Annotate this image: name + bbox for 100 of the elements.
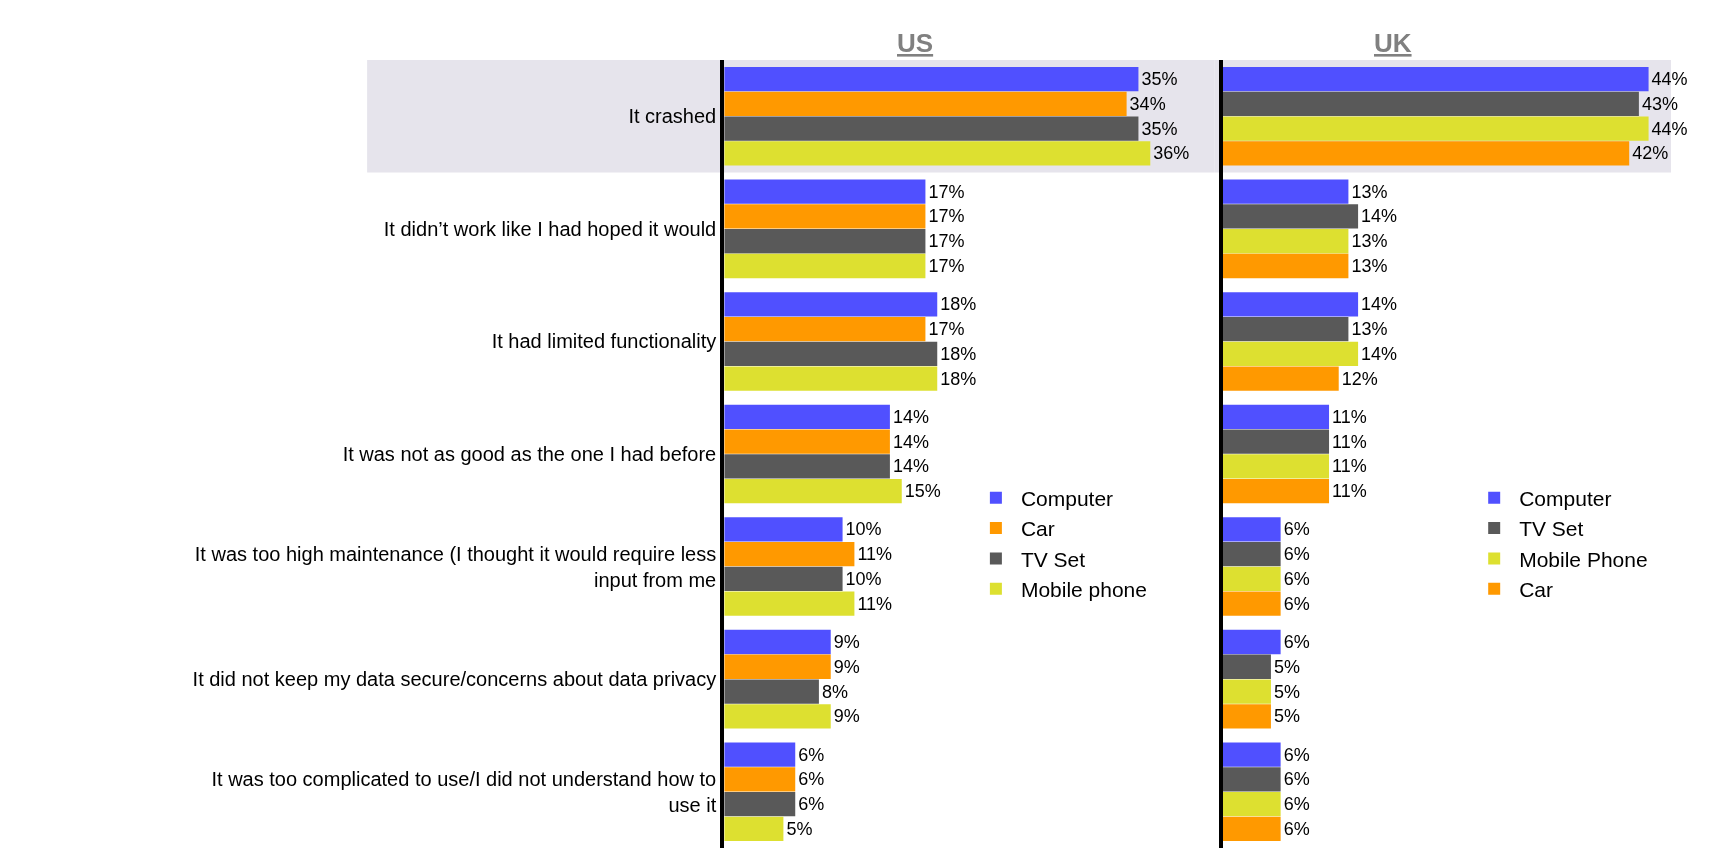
data-label: 9% xyxy=(833,656,860,677)
bar xyxy=(1222,479,1330,504)
bar xyxy=(724,141,1151,166)
bar xyxy=(724,791,796,817)
bar xyxy=(1222,629,1281,655)
bar xyxy=(724,816,784,841)
data-label: 9% xyxy=(833,631,860,652)
bar xyxy=(724,316,926,342)
y-tick-label: It did not keep my data secure/concerns about data privacy xyxy=(192,668,717,691)
legend-label: Car xyxy=(1020,517,1055,541)
bar xyxy=(1222,316,1349,342)
bar xyxy=(1222,742,1281,767)
bar xyxy=(1222,179,1349,204)
bar xyxy=(1222,654,1271,679)
data-label: 6% xyxy=(1283,794,1310,815)
bar xyxy=(1222,253,1349,279)
data-label: 6% xyxy=(1283,519,1310,540)
data-label: 6% xyxy=(1283,544,1310,565)
y-tick-label: It was too complicated to use/I did not understand how to use it xyxy=(211,767,717,816)
bar xyxy=(724,179,926,204)
bar xyxy=(724,629,831,655)
data-label: 17% xyxy=(928,181,965,202)
bar xyxy=(1222,67,1649,92)
bar xyxy=(724,292,938,317)
data-label: 43% xyxy=(1641,93,1678,114)
bar xyxy=(724,479,902,504)
data-label: 13% xyxy=(1351,319,1388,340)
data-label: 11% xyxy=(1332,456,1367,477)
legend-label: Car xyxy=(1519,577,1554,601)
data-label: 5% xyxy=(1273,656,1300,677)
bar xyxy=(1222,116,1649,141)
bar xyxy=(1222,404,1330,429)
data-label: 17% xyxy=(928,206,965,227)
bar xyxy=(724,91,1127,117)
data-label: 6% xyxy=(1283,818,1310,839)
bar xyxy=(1222,429,1330,454)
bar xyxy=(1222,91,1639,117)
data-label: 8% xyxy=(821,681,848,702)
bar xyxy=(1222,704,1271,729)
bar xyxy=(1222,566,1281,592)
bar xyxy=(724,404,890,429)
data-label: 10% xyxy=(845,519,882,540)
data-label: 42% xyxy=(1632,143,1669,164)
data-label: 6% xyxy=(1283,631,1310,652)
bar xyxy=(724,204,926,229)
data-label: 14% xyxy=(1361,206,1398,227)
bar xyxy=(724,566,843,592)
data-label: 9% xyxy=(833,706,860,727)
bar xyxy=(724,654,831,679)
bar xyxy=(1222,816,1281,841)
bar xyxy=(724,454,890,479)
data-label: 6% xyxy=(798,744,825,765)
bar xyxy=(724,67,1139,92)
data-label: 11% xyxy=(857,593,893,614)
bar xyxy=(724,704,831,729)
data-label: 13% xyxy=(1351,231,1388,252)
y-tick-label: It had limited functionality xyxy=(491,330,717,353)
data-label: 18% xyxy=(940,368,977,389)
chart-title: US xyxy=(897,28,934,58)
data-label: 6% xyxy=(798,794,825,815)
bar xyxy=(1222,141,1630,166)
bar xyxy=(1222,292,1359,317)
data-label: 44% xyxy=(1651,69,1688,90)
bar xyxy=(1222,517,1281,542)
y-tick-label: It crashed xyxy=(628,105,717,128)
data-label: 11% xyxy=(1332,431,1367,452)
bar xyxy=(724,116,1139,141)
bar xyxy=(724,542,855,567)
bar xyxy=(724,253,926,279)
data-label: 6% xyxy=(1283,744,1310,765)
data-label: 36% xyxy=(1153,143,1190,164)
data-label: 17% xyxy=(928,256,965,277)
bar xyxy=(724,679,819,704)
legend-label: TV Set xyxy=(1020,547,1086,571)
y-tick-label: It was not as good as the one I had before xyxy=(342,443,717,465)
data-label: 6% xyxy=(798,769,825,790)
data-label: 34% xyxy=(1129,93,1166,114)
bar xyxy=(724,742,796,767)
bar xyxy=(1222,591,1281,616)
data-label: 13% xyxy=(1351,256,1388,277)
bar xyxy=(724,517,843,542)
bar xyxy=(1222,229,1349,254)
bar xyxy=(724,341,938,366)
data-label: 11% xyxy=(857,544,893,565)
bar xyxy=(724,767,796,792)
data-label: 18% xyxy=(940,343,977,364)
data-label: 18% xyxy=(940,294,977,315)
data-label: 17% xyxy=(928,319,965,340)
data-label: 13% xyxy=(1351,181,1388,202)
y-tick-label: It was too high maintenance (I thought it would require less input from me xyxy=(194,542,717,591)
data-label: 6% xyxy=(1283,568,1310,589)
data-label: 14% xyxy=(1361,343,1398,364)
data-label: 11% xyxy=(1332,481,1367,502)
legend-label: Computer xyxy=(1519,486,1612,510)
data-label: 17% xyxy=(928,231,965,252)
data-label: 15% xyxy=(904,481,941,502)
data-label: 5% xyxy=(786,818,813,839)
data-label: 11% xyxy=(1332,406,1367,427)
bar xyxy=(1222,679,1271,704)
data-label: 10% xyxy=(845,568,882,589)
